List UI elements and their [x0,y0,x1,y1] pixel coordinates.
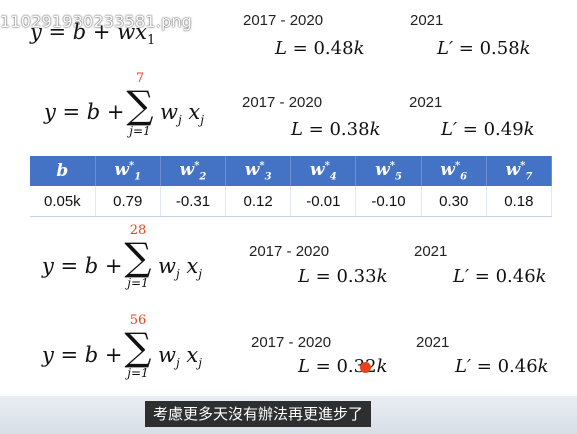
weights-value-1: 0.79 [95,186,161,217]
sum-block-model-3: 28 ∑ j=1 [121,223,155,291]
period-test-model-3: 2021 [414,243,448,260]
formula-model-1: y = b + wx1 [30,20,155,48]
loss-test-model-2: L′ = 0.49k [441,119,535,140]
formula-model-4: y = b + [42,343,123,367]
formula-prefix: y = b + [30,20,118,44]
sum-block-model-2: 7 ∑ j=1 [123,71,157,139]
period-test-model-4: 2021 [416,334,450,351]
weights-header-2: w*2 [160,156,227,186]
weights-header-7: w*7 [486,156,553,186]
period-train-model-4: 2017 - 2020 [251,334,332,351]
video-subtitle: 考慮更多天沒有辦法再更進步了 [145,401,372,427]
weights-value-row: 0.05k 0.79 -0.31 0.12 -0.01 -0.10 0.30 0.18 [30,186,553,217]
sum-upper-limit: 7 [135,71,145,86]
sigma-symbol: ∑ [124,325,152,369]
loss-test-model-4: L′ = 0.46k [455,356,549,377]
weights-value-0: 0.05k [30,186,96,217]
period-train-model-2: 2017 - 2020 [242,94,323,111]
weights-value-6: 0.30 [421,186,487,217]
formula-model-2: y = b + [44,100,125,124]
weights-header-5: w*5 [355,156,422,186]
weights-header-6: w*6 [421,156,487,186]
sum-block-model-4: 56 ∑ j=1 [121,313,155,381]
weights-value-2: -0.31 [160,186,227,217]
loss-train-model-3: L = 0.33k [298,266,388,287]
sum-upper-limit: 28 [129,223,147,238]
linear-term: wx [117,20,148,44]
weights-value-7: 0.18 [486,186,553,217]
weights-header-4: w*4 [290,156,357,186]
weights-header-row: b w*1 w*2 w*3 w*4 w*5 w*6 w*7 [30,156,553,186]
sum-term-model-2: wj xj [160,100,204,128]
sigma-symbol: ∑ [124,235,152,279]
period-test-model-2: 2021 [409,94,443,111]
sum-term-model-3: wj xj [158,254,202,282]
weights-header-0: b [30,156,96,186]
weights-value-5: -0.10 [355,186,422,217]
filename-overlay: 110291930233581.png [0,12,193,31]
weights-header-3: w*3 [225,156,292,186]
loss-test-model-3: L′ = 0.46k [453,266,547,287]
period-test-model-1: 2021 [410,12,444,29]
sum-term-model-4: wj xj [158,343,202,371]
weights-table: b w*1 w*2 w*3 w*4 w*5 w*6 w*7 0.05k 0.79 -0.31 0.1… [30,156,553,217]
sum-lower-limit: j=1 [127,366,149,380]
sigma-symbol: ∑ [126,83,154,127]
loss-train-model-2: L = 0.38k [291,119,381,140]
period-train-model-1: 2017 - 2020 [243,12,324,29]
sum-lower-limit: j=1 [129,124,151,138]
loss-test-model-1: L′ = 0.58k [437,38,531,59]
weights-value-4: -0.01 [290,186,357,217]
loss-train-model-1: L = 0.48k [275,38,365,59]
weights-header-1: w*1 [95,156,161,186]
formula-model-3: y = b + [42,254,123,278]
sum-lower-limit: j=1 [127,276,149,290]
loss-train-model-4: L = 0.32k [298,356,388,377]
weights-value-3: 0.12 [225,186,292,217]
linear-sub: 1 [147,33,156,49]
sum-upper-limit: 56 [129,313,147,328]
pointer-dot-icon [360,362,371,373]
period-train-model-3: 2017 - 2020 [249,243,330,260]
